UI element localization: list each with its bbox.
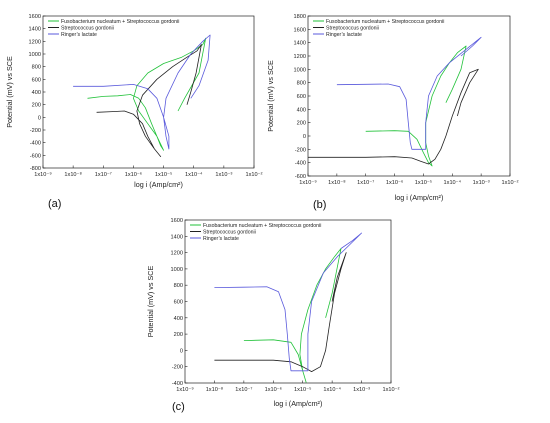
x-tick-label: 1x10⁻⁸ (206, 386, 224, 393)
y-tick-label: 800 (32, 65, 41, 71)
legend-entry: Streptococcus gordonii (326, 25, 379, 31)
y-tick-label: 1000 (294, 67, 306, 73)
y-tick-label: 0 (180, 348, 183, 354)
x-axis-label: log i (Amp/cm²) (274, 399, 323, 408)
x-tick-label: 1x10⁻² (502, 180, 519, 186)
plot-frame (184, 219, 392, 384)
x-tick-label: 1x10⁻⁸ (328, 179, 346, 186)
x-tick-label: 1x10⁻⁶ (386, 179, 403, 186)
y-tick-label: -600 (295, 174, 306, 180)
y-tick-label: -200 (30, 128, 41, 134)
panel-label: (a) (48, 198, 61, 210)
x-tick-label: 1x10⁻⁷ (95, 171, 112, 178)
x-tick-label: 1x10⁻² (246, 172, 263, 178)
x-tick-label: 1x10⁻⁹ (299, 179, 317, 186)
y-tick-label: -600 (30, 153, 41, 159)
y-tick-label: 600 (174, 300, 183, 306)
x-tick-label: 1x10⁻⁶ (125, 171, 142, 178)
plot-frame (42, 15, 255, 169)
y-tick-label: 1600 (294, 27, 306, 33)
y-tick-label: 600 (32, 77, 41, 83)
x-tick-label: 1x10⁻⁹ (176, 386, 194, 393)
legend-entry: Fusobacterium nucleatum + Streptococcus … (61, 19, 179, 25)
series-line-0 (87, 37, 207, 151)
y-tick-label: 1400 (29, 27, 41, 33)
y-tick-label: 600 (297, 94, 306, 100)
y-tick-label: -400 (30, 141, 41, 147)
y-tick-label: 400 (297, 107, 306, 113)
legend-entry: Fusobacterium nucleatum + Streptococcus … (203, 223, 321, 229)
series-line-1 (214, 252, 347, 373)
y-tick-label: 1200 (294, 54, 306, 60)
x-tick-label: 1x10⁻⁵ (155, 171, 172, 178)
chart-panel-2: -400 -200 0 200 400 600 800 1000 1200 1400 1600 1x1… (146, 218, 400, 413)
panel-label: (b) (313, 199, 326, 211)
y-tick-label: -400 (172, 381, 183, 387)
y-tick-label: 1200 (171, 251, 183, 257)
x-axis-label: log i (Amp/cm²) (134, 180, 183, 189)
y-tick-label: 1200 (29, 39, 41, 45)
legend-entry: Streptococcus gordonii (61, 25, 114, 31)
x-tick-label: 1x10⁻⁴ (185, 171, 203, 178)
plot-frame (307, 15, 511, 177)
y-tick-label: 800 (297, 81, 306, 87)
y-axis-label: Potential (mV) vs SCE (146, 266, 155, 338)
y-tick-label: 1000 (29, 52, 41, 58)
x-tick-label: 1x10⁻⁵ (294, 386, 311, 393)
y-tick-label: -400 (295, 161, 306, 167)
y-tick-label: 200 (174, 332, 183, 338)
x-tick-label: 1x10⁻³ (215, 172, 232, 178)
y-tick-label: 800 (174, 283, 183, 289)
x-tick-label: 1x10⁻⁵ (415, 179, 432, 186)
series-line-1 (308, 68, 479, 165)
y-tick-label: 0 (38, 115, 41, 121)
y-tick-label: 400 (174, 316, 183, 322)
chart-panel-0: -800 -600 -400 -200 0 200 400 600 800 1000 1200 140… (5, 14, 263, 210)
series-line-2 (336, 36, 482, 150)
legend-entry: Ringer’s lactate (61, 32, 97, 38)
chart-panel-1: -600 -400 -200 0 200 400 600 800 1000 1200 1400 160… (266, 14, 519, 211)
y-tick-label: 1000 (171, 267, 183, 273)
y-tick-label: -200 (172, 365, 183, 371)
x-tick-label: 1x10⁻⁷ (235, 386, 252, 393)
y-tick-label: -200 (295, 147, 306, 153)
series-line-0 (365, 45, 467, 167)
legend-entry: Streptococcus gordonii (203, 229, 256, 235)
legend-entry: Ringer’s lactate (326, 32, 362, 38)
y-tick-label: 1400 (171, 234, 183, 240)
x-tick-label: 1x10⁻⁴ (444, 179, 462, 186)
y-tick-label: 400 (32, 90, 41, 96)
x-tick-label: 1x10⁻³ (473, 180, 490, 186)
legend-entry: Ringer’s lactate (203, 236, 239, 242)
y-tick-label: 1600 (171, 218, 183, 224)
series-line-1 (96, 44, 202, 158)
x-tick-label: 1x10⁻⁶ (265, 386, 282, 393)
x-tick-label: 1x10⁻⁷ (357, 179, 374, 186)
y-axis-label: Potential (mV) vs SCE (5, 56, 14, 128)
series-line-0 (243, 248, 342, 383)
x-tick-label: 1x10⁻² (383, 387, 400, 393)
x-tick-label: 1x10⁻³ (353, 387, 370, 393)
x-tick-label: 1x10⁻⁸ (64, 171, 82, 178)
panel-label: (c) (172, 401, 185, 413)
x-axis-label: log i (Amp/cm²) (395, 193, 444, 202)
series-line-2 (214, 232, 363, 372)
legend-entry: Fusobacterium nucleatum + Streptococcus … (326, 19, 444, 25)
y-tick-label: -800 (30, 166, 41, 172)
x-tick-label: 1x10⁻⁴ (323, 386, 341, 393)
y-tick-label: 1600 (29, 14, 41, 20)
y-tick-label: 200 (297, 121, 306, 127)
y-tick-label: 1800 (294, 14, 306, 20)
y-axis-label: Potential (mV) vs SCE (266, 60, 275, 132)
series-line-2 (73, 34, 211, 150)
x-tick-label: 1x10⁻⁹ (34, 171, 52, 178)
y-tick-label: 0 (303, 134, 306, 140)
y-tick-label: 200 (32, 103, 41, 109)
y-tick-label: 1400 (294, 41, 306, 47)
